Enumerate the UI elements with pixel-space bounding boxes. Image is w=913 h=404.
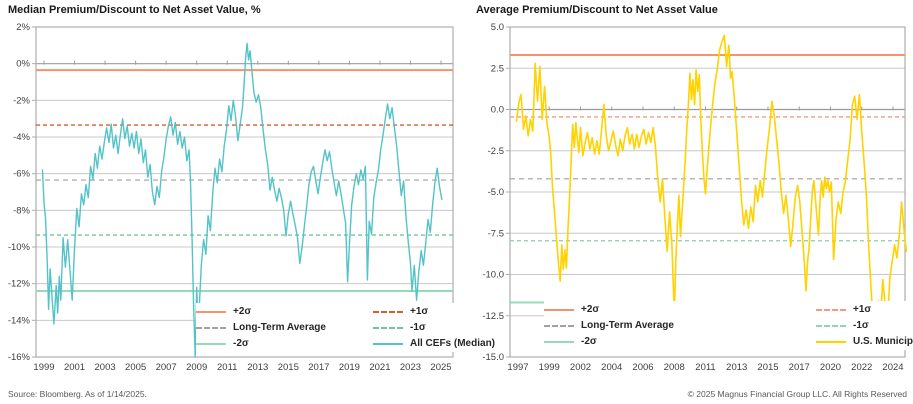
legend-item-+2σ: +2σ — [544, 302, 816, 317]
y-tick-label: -2% — [13, 95, 30, 106]
legend-item--2σ: -2σ — [196, 336, 373, 351]
y-tick-label: -10.0 — [482, 270, 504, 281]
legend-item-Long-Term Average: Long-Term Average — [196, 320, 373, 335]
x-tick-label: 1999 — [33, 362, 54, 373]
chart-title-average: Average Premium/Discount to Net Asset Va… — [476, 4, 718, 16]
legend-item-+2σ: +2σ — [196, 304, 373, 319]
legend-swatch — [544, 308, 574, 311]
legend-label: -1σ — [410, 322, 426, 333]
x-tick-label: 2004 — [601, 362, 622, 373]
legend-item--2σ: -2σ — [544, 334, 816, 349]
legend-swatch — [373, 326, 403, 329]
y-tick-label: -14% — [8, 315, 31, 326]
legend-label: -2σ — [581, 336, 597, 347]
x-tick-label: 2001 — [64, 362, 85, 373]
x-tick-label: 2011 — [695, 362, 715, 373]
legend-swatch — [196, 310, 226, 313]
x-tick-label: 2020 — [820, 362, 841, 373]
x-tick-label: 2019 — [339, 362, 360, 373]
legend-swatch — [373, 342, 403, 345]
median-chart-panel: Median Premium/Discount to Net Asset Val… — [6, 4, 500, 373]
legend-item--1σ: -1σ — [373, 320, 495, 335]
y-tick-label: -6% — [13, 169, 30, 180]
legend-swatch — [816, 308, 846, 311]
x-tick-label: 2003 — [95, 362, 116, 373]
y-tick-label: -12% — [8, 279, 31, 290]
median-chart-plot: 2% 0% -2% -4% -6% -8% -10% -12% -14% -16%1999 2001… — [8, 22, 454, 373]
x-tick-label: 2011 — [217, 362, 237, 373]
legend-swatch — [544, 324, 574, 327]
legend-item-U.S. Municipal Bond: U.S. Municipal Bond — [816, 334, 913, 349]
legend-swatch — [544, 340, 574, 343]
legend-label: U.S. Municipal Bond — [853, 336, 913, 347]
y-tick-label: 5.0 — [491, 22, 504, 33]
legend-item-+1σ: +1σ — [816, 302, 913, 317]
x-tick-label: 2023 — [400, 362, 421, 373]
x-tick-label: 1999 — [539, 362, 560, 373]
legend-swatch — [196, 326, 226, 329]
legend-label: +2σ — [581, 304, 600, 315]
y-tick-label: -8% — [13, 205, 30, 216]
series-line-All CEFs (Median) — [41, 42, 443, 358]
legend-label: All CEFs (Median) — [410, 338, 496, 349]
y-tick-label: -10% — [8, 242, 31, 253]
x-tick-label: 2015 — [278, 362, 299, 373]
legend-label: +2σ — [233, 306, 252, 317]
x-tick-label: 2022 — [851, 362, 872, 373]
x-tick-label: 2017 — [308, 362, 329, 373]
legend-item--1σ: -1σ — [816, 318, 913, 333]
average-chart-legend: +2σ +1σ Long-Term Average -1σ -2σ U.S. Munici… — [544, 301, 913, 350]
x-tick-label: 2021 — [369, 362, 390, 373]
legend-item-Long-Term Average: Long-Term Average — [544, 318, 816, 333]
y-tick-label: -15.0 — [482, 352, 504, 363]
legend-swatch — [373, 310, 403, 313]
y-tick-label: 0.0 — [491, 105, 504, 116]
x-tick-label: 1997 — [507, 362, 528, 373]
plot-frame — [509, 26, 906, 358]
x-tick-label: 2002 — [570, 362, 591, 373]
x-tick-label: 2007 — [156, 362, 177, 373]
x-tick-label: 2006 — [632, 362, 653, 373]
y-tick-label: -12.5 — [482, 311, 504, 322]
x-tick-label: 2005 — [125, 362, 146, 373]
y-tick-label: 2% — [16, 22, 30, 33]
legend-label: -2σ — [233, 338, 249, 349]
legend-swatch — [816, 340, 846, 343]
legend-label: Long-Term Average — [581, 320, 674, 331]
x-tick-label: 2013 — [247, 362, 268, 373]
y-tick-label: 0% — [16, 59, 30, 70]
x-tick-label: 2025 — [430, 362, 451, 373]
plot-frame — [35, 26, 454, 358]
average-chart-panel: Average Premium/Discount to Net Asset Va… — [474, 4, 913, 373]
copyright-note: © 2025 Magnus Financial Group LLC. All R… — [687, 389, 907, 399]
legend-label: Long-Term Average — [233, 322, 326, 333]
chart-title-median: Median Premium/Discount to Net Asset Val… — [8, 4, 261, 16]
legend-label: -1σ — [853, 320, 869, 331]
x-tick-label: 2015 — [757, 362, 778, 373]
x-tick-label: 2009 — [186, 362, 207, 373]
y-tick-label: -16% — [8, 352, 31, 363]
source-note: Source: Bloomberg. As of 1/14/2025. — [8, 389, 147, 399]
legend-label: +1σ — [410, 306, 429, 317]
median-chart-legend: +2σ +1σ Long-Term Average -1σ -2σ All CEFs (M… — [196, 303, 500, 352]
x-tick-label: 2017 — [789, 362, 810, 373]
legend-swatch — [196, 342, 226, 345]
y-tick-label: -4% — [13, 132, 30, 143]
y-tick-label: -7.5 — [488, 228, 504, 239]
series-line-U.S. Municipal Bond — [515, 34, 908, 348]
legend-label: +1σ — [853, 304, 872, 315]
x-tick-label: 2008 — [664, 362, 685, 373]
y-tick-label: 2.5 — [491, 63, 504, 74]
legend-item-All CEFs (Median): All CEFs (Median) — [373, 336, 495, 351]
legend-swatch — [816, 324, 846, 327]
x-tick-label: 2024 — [882, 362, 903, 373]
y-tick-label: -2.5 — [488, 146, 504, 157]
legend-item-+1σ: +1σ — [373, 304, 495, 319]
y-tick-label: -5.0 — [488, 187, 504, 198]
x-tick-label: 2013 — [726, 362, 747, 373]
